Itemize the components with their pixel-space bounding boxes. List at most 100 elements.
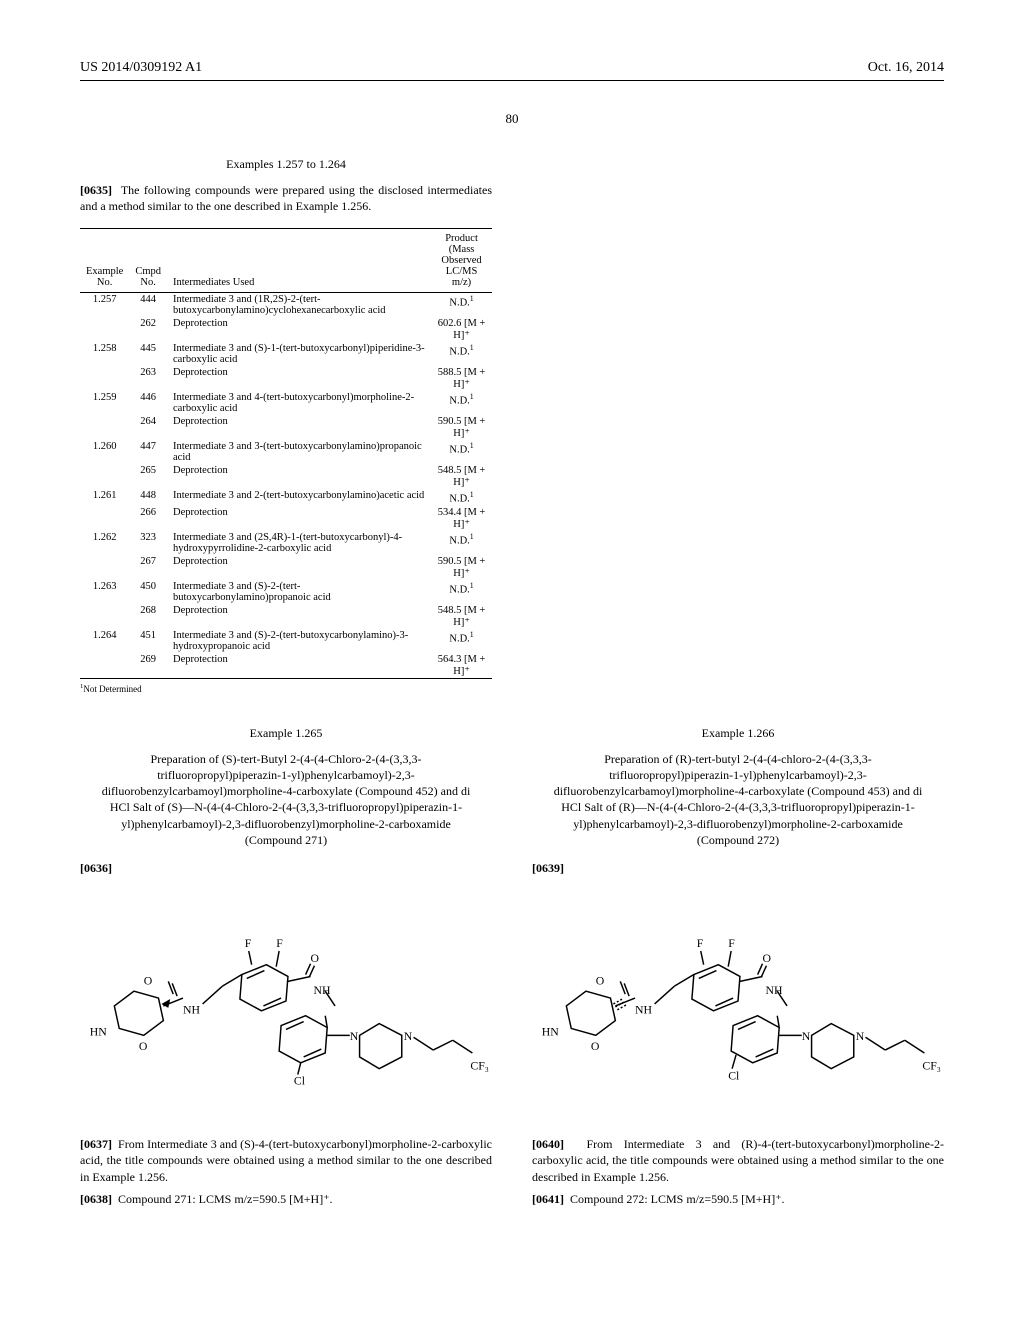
svg-text:Cl: Cl [294, 1075, 306, 1088]
cell-intermediates: Intermediate 3 and (1R,2S)-2-(tert-butox… [167, 293, 431, 318]
cell-example-no: 1.264 [80, 629, 129, 653]
table-row: 262Deprotection602.6 [M + H]⁺ [80, 317, 492, 342]
chem-structure-svg-left: HN O O NH F F [80, 886, 492, 1116]
page-header: US 2014/0309192 A1 Oct. 16, 2014 [80, 60, 944, 81]
cell-intermediates: Deprotection [167, 317, 431, 342]
svg-text:HN: HN [90, 1026, 107, 1039]
cell-cmpd-no: 451 [129, 629, 167, 653]
cell-product: 564.3 [M + H]⁺ [431, 653, 492, 678]
cell-example-no: 1.262 [80, 531, 129, 555]
example-1266: Example 1.266 Preparation of (R)-tert-bu… [532, 708, 944, 1213]
cell-intermediates: Intermediate 3 and 4-(tert-butoxycarbony… [167, 391, 431, 415]
para-0636: [0636] [80, 861, 112, 875]
ex1265-title: Example 1.265 [80, 726, 492, 741]
chem-structure-svg-right: HN O O NH F F O [532, 886, 944, 1116]
structure-271: HN O O NH F F [80, 886, 492, 1116]
table-row: 1.260447Intermediate 3 and 3-(tert-butox… [80, 440, 492, 464]
table-row: 265Deprotection548.5 [M + H]⁺ [80, 464, 492, 489]
svg-text:O: O [763, 952, 772, 965]
cell-example-no [80, 506, 129, 531]
table-row: 263Deprotection588.5 [M + H]⁺ [80, 366, 492, 391]
table-row: 1.257444Intermediate 3 and (1R,2S)-2-(te… [80, 293, 492, 318]
cell-example-no: 1.259 [80, 391, 129, 415]
table-footnote: 1Not Determined [80, 683, 492, 694]
cell-example-no: 1.263 [80, 580, 129, 604]
cell-product: N.D.1 [431, 293, 492, 318]
intro-para: [0635] The following compounds were prep… [80, 182, 492, 214]
intro-para-text: The following compounds were prepared us… [80, 183, 492, 213]
svg-text:O: O [596, 975, 605, 988]
table-row: 269Deprotection564.3 [M + H]⁺ [80, 653, 492, 678]
svg-text:Cl: Cl [728, 1070, 740, 1083]
cell-product: N.D.1 [431, 629, 492, 653]
cell-intermediates: Deprotection [167, 653, 431, 678]
svg-text:F: F [728, 937, 735, 950]
svg-text:NH: NH [635, 1004, 652, 1017]
cell-product: 590.5 [M + H]⁺ [431, 555, 492, 580]
structure-272: HN O O NH F F O [532, 886, 944, 1116]
cell-cmpd-no: 265 [129, 464, 167, 489]
svg-text:F: F [276, 937, 283, 950]
cell-product: N.D.1 [431, 440, 492, 464]
para-0641: [0641] Compound 272: LCMS m/z=590.5 [M+H… [532, 1191, 944, 1207]
svg-text:F: F [245, 937, 252, 950]
table-row: 1.259446Intermediate 3 and 4-(tert-butox… [80, 391, 492, 415]
cell-product: N.D.1 [431, 391, 492, 415]
table-row: 266Deprotection534.4 [M + H]⁺ [80, 506, 492, 531]
ex1266-title: Example 1.266 [532, 726, 944, 741]
svg-text:N: N [802, 1030, 811, 1043]
svg-text:N: N [404, 1030, 413, 1043]
cell-intermediates: Intermediate 3 and 3-(tert-butoxycarbony… [167, 440, 431, 464]
para-0639: [0639] [532, 861, 564, 875]
cell-intermediates: Deprotection [167, 366, 431, 391]
table-row: 1.261448Intermediate 3 and 2-(tert-butox… [80, 489, 492, 506]
cell-cmpd-no: 446 [129, 391, 167, 415]
th-product: Product(Mass ObservedLC/MS m/z) [431, 229, 492, 293]
doc-number: US 2014/0309192 A1 [80, 60, 202, 76]
svg-text:O: O [591, 1040, 600, 1053]
cell-example-no [80, 415, 129, 440]
compounds-table: ExampleNo. CmpdNo. Intermediates Used Pr… [80, 228, 492, 694]
cell-product: N.D.1 [431, 531, 492, 555]
cell-example-no [80, 317, 129, 342]
cell-example-no: 1.261 [80, 489, 129, 506]
ex1265-prep: Preparation of (S)-tert-Butyl 2-(4-(4-Ch… [100, 751, 472, 848]
cell-intermediates: Deprotection [167, 506, 431, 531]
cell-product: N.D.1 [431, 342, 492, 366]
cell-cmpd-no: 323 [129, 531, 167, 555]
cell-example-no: 1.257 [80, 293, 129, 318]
cell-cmpd-no: 262 [129, 317, 167, 342]
cell-cmpd-no: 266 [129, 506, 167, 531]
cell-intermediates: Deprotection [167, 604, 431, 629]
cell-intermediates: Intermediate 3 and 2-(tert-butoxycarbony… [167, 489, 431, 506]
cell-example-no [80, 366, 129, 391]
cell-product: 602.6 [M + H]⁺ [431, 317, 492, 342]
table-row: 264Deprotection590.5 [M + H]⁺ [80, 415, 492, 440]
cell-example-no [80, 604, 129, 629]
cell-example-no [80, 464, 129, 489]
cell-cmpd-no: 450 [129, 580, 167, 604]
doc-date: Oct. 16, 2014 [868, 60, 944, 76]
table-row: 1.264451Intermediate 3 and (S)-2-(tert-b… [80, 629, 492, 653]
cell-intermediates: Intermediate 3 and (S)-2-(tert-butoxycar… [167, 629, 431, 653]
table-row: 1.262323Intermediate 3 and (2S,4R)-1-(te… [80, 531, 492, 555]
cell-intermediates: Deprotection [167, 415, 431, 440]
cell-cmpd-no: 444 [129, 293, 167, 318]
para-0638: [0638] Compound 271: LCMS m/z=590.5 [M+H… [80, 1191, 492, 1207]
svg-text:O: O [311, 952, 320, 965]
cell-cmpd-no: 263 [129, 366, 167, 391]
cell-product: 548.5 [M + H]⁺ [431, 604, 492, 629]
svg-text:NH: NH [183, 1004, 200, 1017]
cell-cmpd-no: 268 [129, 604, 167, 629]
cell-example-no [80, 653, 129, 678]
cell-intermediates: Intermediate 3 and (S)-2-(tert-butoxycar… [167, 580, 431, 604]
page-number: 80 [80, 111, 944, 127]
cell-product: N.D.1 [431, 580, 492, 604]
cell-cmpd-no: 269 [129, 653, 167, 678]
cell-cmpd-no: 448 [129, 489, 167, 506]
cell-cmpd-no: 267 [129, 555, 167, 580]
table-row: 268Deprotection548.5 [M + H]⁺ [80, 604, 492, 629]
cell-cmpd-no: 445 [129, 342, 167, 366]
svg-text:HN: HN [542, 1026, 559, 1039]
svg-text:O: O [139, 1040, 148, 1053]
